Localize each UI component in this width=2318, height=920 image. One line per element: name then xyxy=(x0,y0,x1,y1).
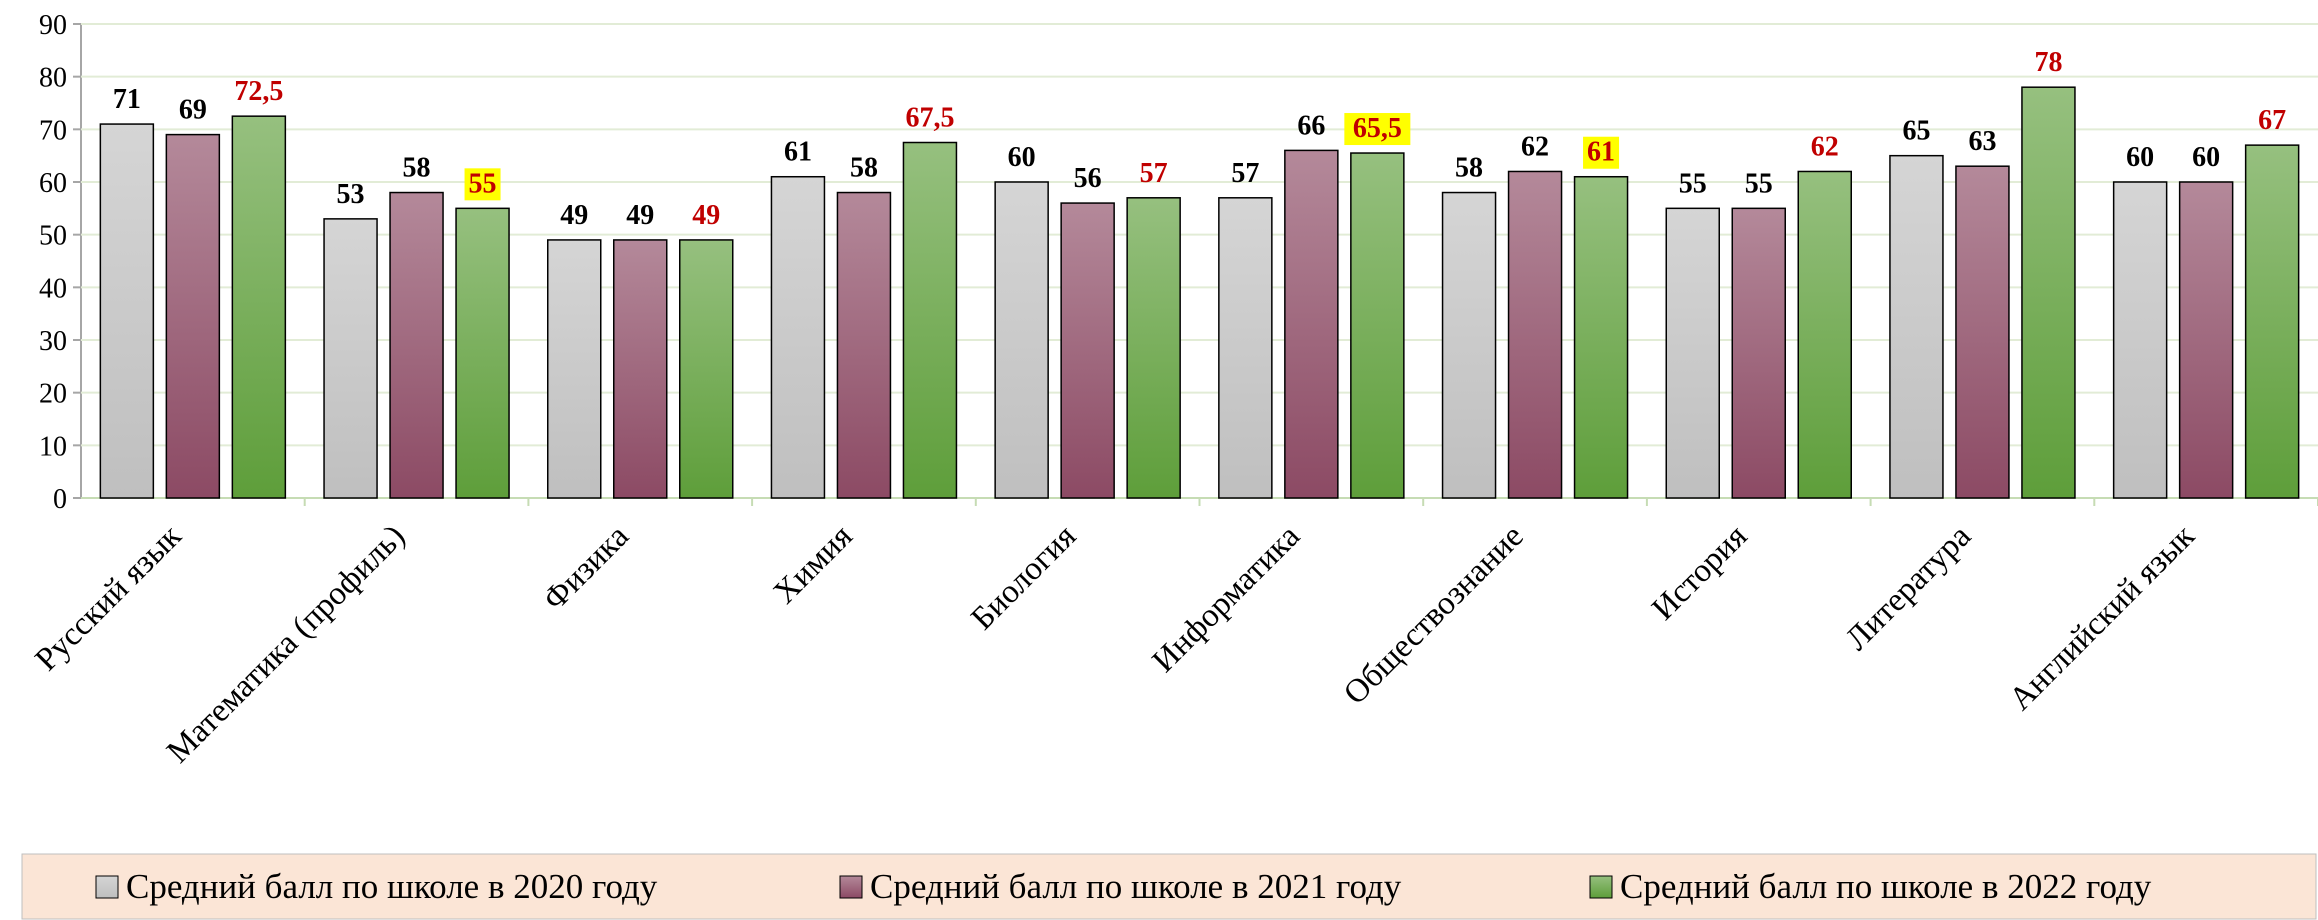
data-label: 49 xyxy=(560,200,588,231)
label-highlight xyxy=(1583,136,1620,169)
data-label: 55 xyxy=(1679,168,1707,199)
y-tick-label: 20 xyxy=(39,379,67,410)
data-label: 58 xyxy=(1455,153,1483,184)
bar xyxy=(2021,86,2076,499)
data-label: 62 xyxy=(1521,131,1549,162)
bar xyxy=(613,239,668,499)
bar xyxy=(389,191,444,499)
data-label: 69 xyxy=(179,95,207,126)
label-highlight xyxy=(464,168,501,201)
data-label: 60 xyxy=(2192,142,2220,173)
bar xyxy=(1060,202,1115,499)
legend-label: Средний балл по школе в 2022 году xyxy=(1620,867,2152,906)
legend-label: Средний балл по школе в 2020 году xyxy=(126,867,658,906)
bar xyxy=(1573,175,1629,499)
bar xyxy=(1955,165,2010,499)
data-label: 61 xyxy=(784,137,812,168)
x-tick-label: Литература xyxy=(1839,518,1979,658)
data-label: 49 xyxy=(626,200,654,231)
x-tick-label: Биология xyxy=(964,518,1083,637)
bar xyxy=(994,181,1049,499)
data-label: 60 xyxy=(2126,142,2154,173)
bar xyxy=(1126,197,1181,499)
data-label: 62 xyxy=(1811,131,1839,162)
data-label: 53 xyxy=(337,179,365,210)
bar xyxy=(1797,170,1852,499)
legend-swatch xyxy=(839,875,863,899)
y-tick-label: 70 xyxy=(39,115,67,146)
data-label: 56 xyxy=(1074,163,1102,194)
x-tick-label: Английский язык xyxy=(2003,518,2203,718)
data-label: 57 xyxy=(1140,158,1168,189)
y-tick-label: 90 xyxy=(39,10,67,41)
data-label: 66 xyxy=(1297,110,1325,141)
bar xyxy=(2112,181,2168,499)
legend-box xyxy=(21,853,2317,920)
bar xyxy=(902,141,958,499)
data-label: 78 xyxy=(2034,47,2062,78)
bar xyxy=(455,207,510,499)
y-tick-label: 50 xyxy=(39,221,67,252)
label-highlight xyxy=(1344,113,1411,146)
bar xyxy=(1441,191,1497,499)
bar xyxy=(1284,149,1339,499)
data-label: 65,5 xyxy=(1353,113,1402,144)
bar xyxy=(679,239,734,499)
bar xyxy=(547,239,602,499)
bar xyxy=(2244,144,2300,499)
bar xyxy=(165,133,221,499)
y-tick-label: 30 xyxy=(39,326,67,357)
x-tick-label: Химия xyxy=(767,518,860,611)
data-label: 61 xyxy=(1587,137,1615,168)
bar xyxy=(1731,207,1786,499)
y-tick-label: 40 xyxy=(39,273,67,304)
legend-swatch xyxy=(1589,875,1613,899)
bar xyxy=(99,123,155,499)
x-tick-label: История xyxy=(1645,518,1754,627)
data-label: 55 xyxy=(1745,168,1773,199)
bar xyxy=(1889,154,1944,499)
data-label: 58 xyxy=(850,153,878,184)
y-tick-label: 60 xyxy=(39,168,67,199)
data-label: 72,5 xyxy=(234,76,283,107)
data-label: 57 xyxy=(1231,158,1259,189)
y-tick-label: 10 xyxy=(39,431,67,462)
bar xyxy=(1665,207,1720,499)
x-tick-label: Математика (профиль) xyxy=(160,518,412,770)
x-tick-label: Обществознание xyxy=(1337,518,1531,712)
legend-swatch xyxy=(95,875,119,899)
data-label: 67 xyxy=(2258,105,2286,136)
bar xyxy=(770,175,826,499)
bar xyxy=(231,115,287,499)
data-label: 71 xyxy=(113,84,141,115)
data-label: 65 xyxy=(1902,116,1930,147)
data-label: 60 xyxy=(1008,142,1036,173)
legend-label: Средний балл по школе в 2021 году xyxy=(870,867,1402,906)
y-tick-label: 0 xyxy=(53,484,67,515)
x-tick-label: Информатика xyxy=(1146,518,1308,680)
bar xyxy=(1350,152,1405,499)
data-label: 58 xyxy=(403,153,431,184)
bar xyxy=(323,218,378,499)
y-tick-label: 80 xyxy=(39,63,67,94)
bar xyxy=(1507,170,1563,499)
x-tick-label: Физика xyxy=(536,518,636,618)
bar xyxy=(2178,181,2234,499)
data-label: 49 xyxy=(692,200,720,231)
data-label: 67,5 xyxy=(905,103,954,134)
data-label: 55 xyxy=(469,168,497,199)
x-tick-label: Русский язык xyxy=(29,518,190,679)
bar xyxy=(1218,197,1273,499)
bar xyxy=(836,191,892,499)
data-label: 63 xyxy=(1968,126,1996,157)
